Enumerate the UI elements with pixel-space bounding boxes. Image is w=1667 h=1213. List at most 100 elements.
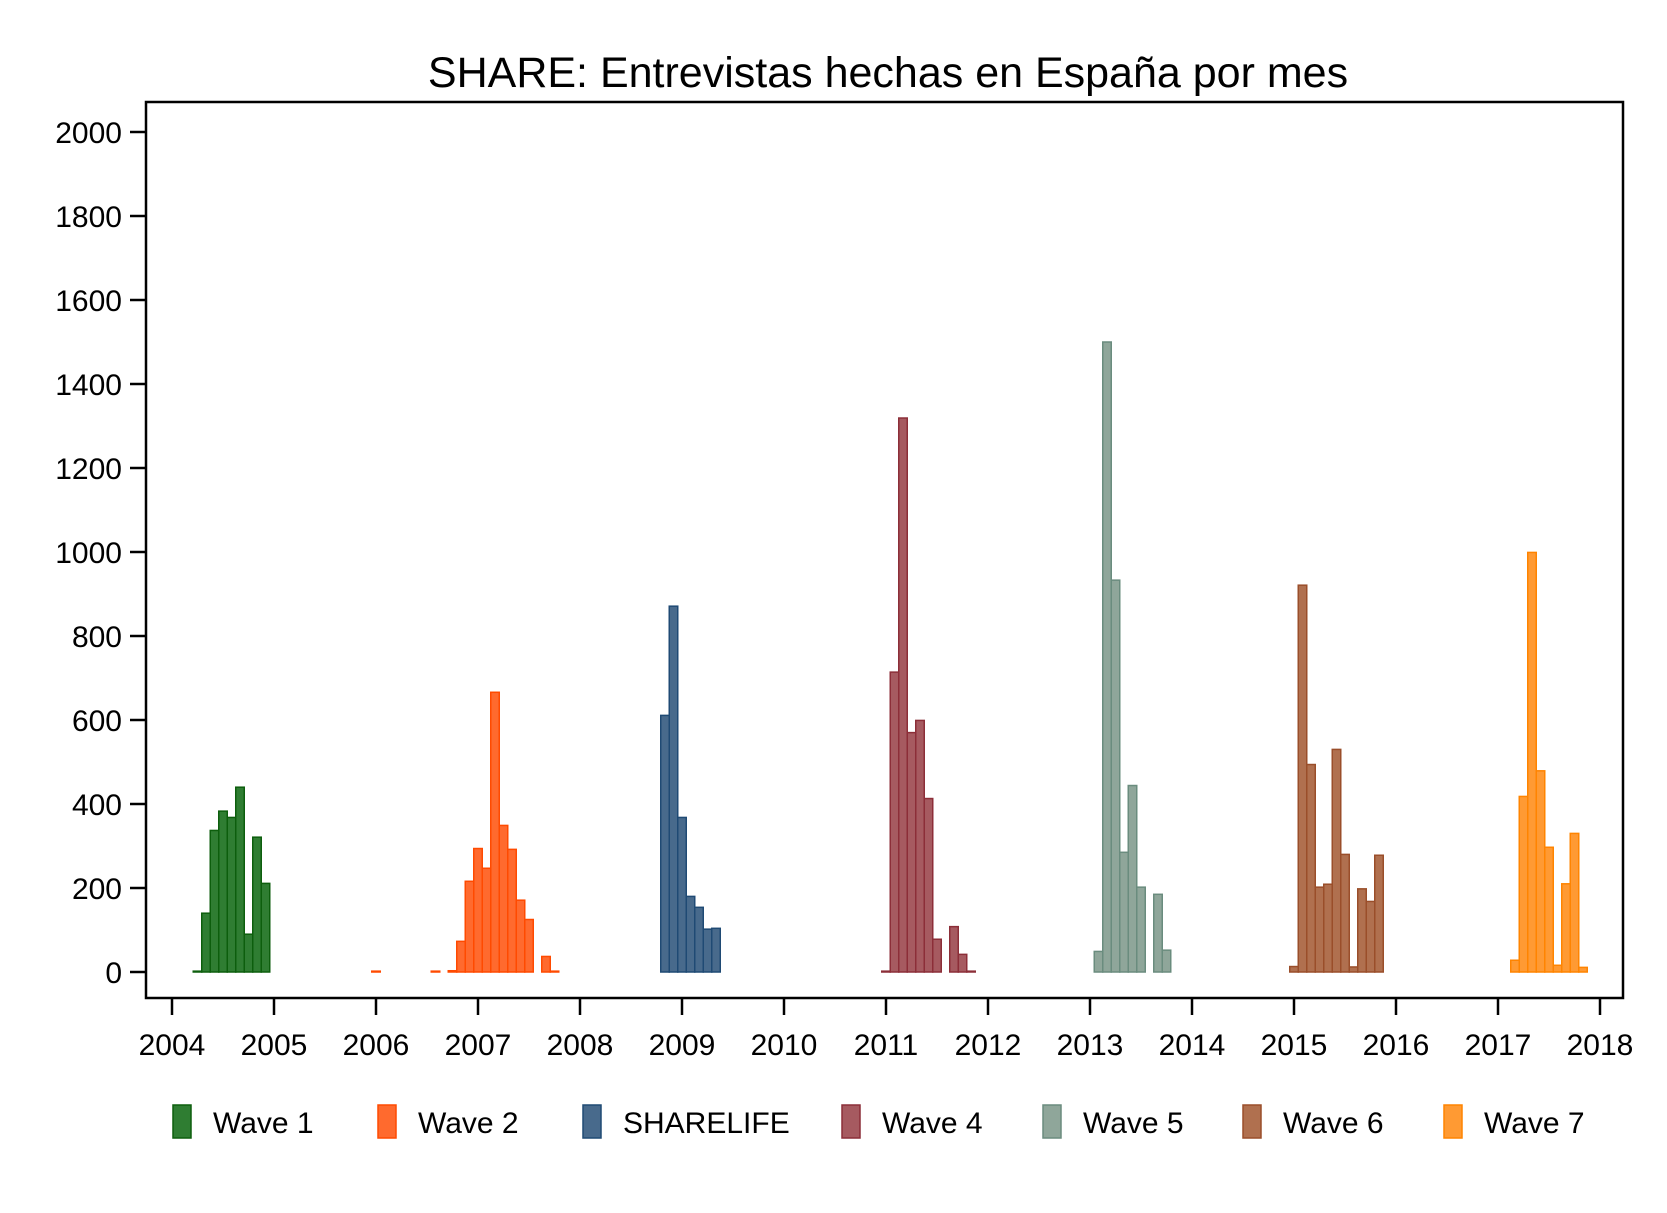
legend: Wave 1 Wave 2 SHARELIFE Wave 4 Wave 5 Wave 6 W…	[172, 1104, 1585, 1140]
series-wave-7	[1510, 551, 1588, 973]
x-tick-label: 2004	[139, 1029, 206, 1062]
legend-swatch	[582, 1104, 602, 1139]
y-tick-label: 600	[72, 705, 122, 738]
bar	[430, 970, 441, 973]
bar	[660, 714, 670, 973]
bar	[507, 848, 517, 973]
x-tick-label: 2015	[1261, 1029, 1328, 1062]
legend-item: Wave 2	[377, 1104, 519, 1140]
x-tick-label: 2009	[649, 1029, 716, 1062]
bar	[685, 895, 696, 973]
bar	[498, 824, 509, 973]
x-tick-label: 2005	[241, 1029, 308, 1062]
series-wave-1	[192, 786, 271, 973]
bar	[490, 691, 500, 973]
legend-label: Wave 7	[1484, 1107, 1585, 1140]
x-tick-label: 2007	[445, 1029, 512, 1062]
bar	[1569, 832, 1580, 973]
plot-area	[144, 100, 1625, 1000]
bar	[201, 912, 211, 973]
x-tick-label: 2011	[854, 1029, 919, 1062]
legend-item: SHARELIFE	[582, 1104, 790, 1140]
legend-label: Wave 2	[418, 1107, 519, 1140]
legend-item: Wave 6	[1242, 1104, 1384, 1140]
x-tick-label: 2017	[1465, 1029, 1532, 1062]
bar	[1340, 853, 1350, 973]
bar	[1552, 964, 1563, 973]
bar	[1153, 893, 1163, 973]
bar	[1527, 551, 1537, 973]
y-tick-label: 400	[72, 789, 122, 822]
legend-item: Wave 5	[1042, 1104, 1184, 1140]
bar	[1093, 950, 1104, 973]
y-tick-label: 1600	[55, 285, 122, 318]
series-wave-5	[1093, 341, 1172, 973]
legend-swatch	[172, 1104, 192, 1139]
bar	[524, 918, 534, 973]
x-tick-label: 2014	[1159, 1029, 1226, 1062]
bar	[668, 605, 679, 973]
x-tick-label: 2006	[343, 1029, 410, 1062]
bar	[218, 810, 228, 973]
x-tick-label: 2010	[751, 1029, 818, 1062]
bar	[889, 671, 900, 973]
bar	[1510, 959, 1520, 973]
bar	[252, 836, 262, 973]
bar	[1297, 584, 1308, 973]
bar	[1561, 883, 1571, 973]
bar	[1289, 965, 1299, 973]
y-tick-label: 1800	[55, 201, 122, 234]
bar	[1306, 763, 1316, 973]
bar	[1119, 851, 1129, 973]
bar	[473, 847, 483, 973]
y-tick-label: 1000	[55, 537, 122, 570]
x-tick-label: 2008	[547, 1029, 614, 1062]
bar	[1127, 784, 1138, 973]
bar	[702, 928, 713, 973]
bar	[881, 970, 891, 973]
bar	[481, 867, 492, 973]
bar	[226, 816, 237, 973]
x-axis: 2004 2005 2006 2007 2008 2009 2010 2011 2012 2013…	[139, 998, 1634, 1062]
bar	[549, 970, 560, 973]
legend-item: Wave 7	[1443, 1104, 1585, 1140]
y-axis: 0 200 400 600 800 1000 1200 1400 1600 1800 2000	[55, 117, 146, 990]
bar	[1110, 579, 1121, 973]
bar	[371, 970, 381, 973]
y-tick-label: 1400	[55, 369, 122, 402]
bar	[957, 953, 968, 973]
legend-swatch	[377, 1104, 397, 1139]
x-tick-label: 2018	[1567, 1029, 1634, 1062]
x-tick-label: 2013	[1057, 1029, 1124, 1062]
bar	[1323, 883, 1333, 973]
x-tick-label: 2016	[1363, 1029, 1430, 1062]
bar	[1136, 886, 1146, 973]
bar	[192, 970, 203, 973]
legend-item: Wave 1	[172, 1104, 314, 1140]
x-tick-label: 2012	[955, 1029, 1022, 1062]
bar	[260, 882, 271, 973]
bar	[1161, 949, 1172, 973]
bar	[447, 969, 458, 973]
bar	[1357, 888, 1367, 973]
series-wave-4	[881, 417, 976, 973]
bar	[711, 927, 721, 973]
bar	[966, 970, 976, 973]
legend-swatch	[1443, 1104, 1463, 1139]
bar	[1374, 854, 1384, 973]
legend-swatch	[841, 1104, 861, 1139]
bar	[923, 797, 934, 973]
bar	[235, 786, 245, 973]
legend-label: SHARELIFE	[623, 1107, 790, 1140]
bar	[541, 955, 551, 973]
bar	[1314, 886, 1325, 973]
bar	[1365, 900, 1376, 973]
legend-label: Wave 5	[1083, 1107, 1184, 1140]
bar	[694, 906, 704, 973]
bar	[209, 829, 220, 973]
bar	[1348, 966, 1359, 973]
bar	[1102, 341, 1112, 973]
y-tick-label: 800	[72, 621, 122, 654]
bar	[464, 880, 475, 973]
bar	[949, 925, 959, 973]
